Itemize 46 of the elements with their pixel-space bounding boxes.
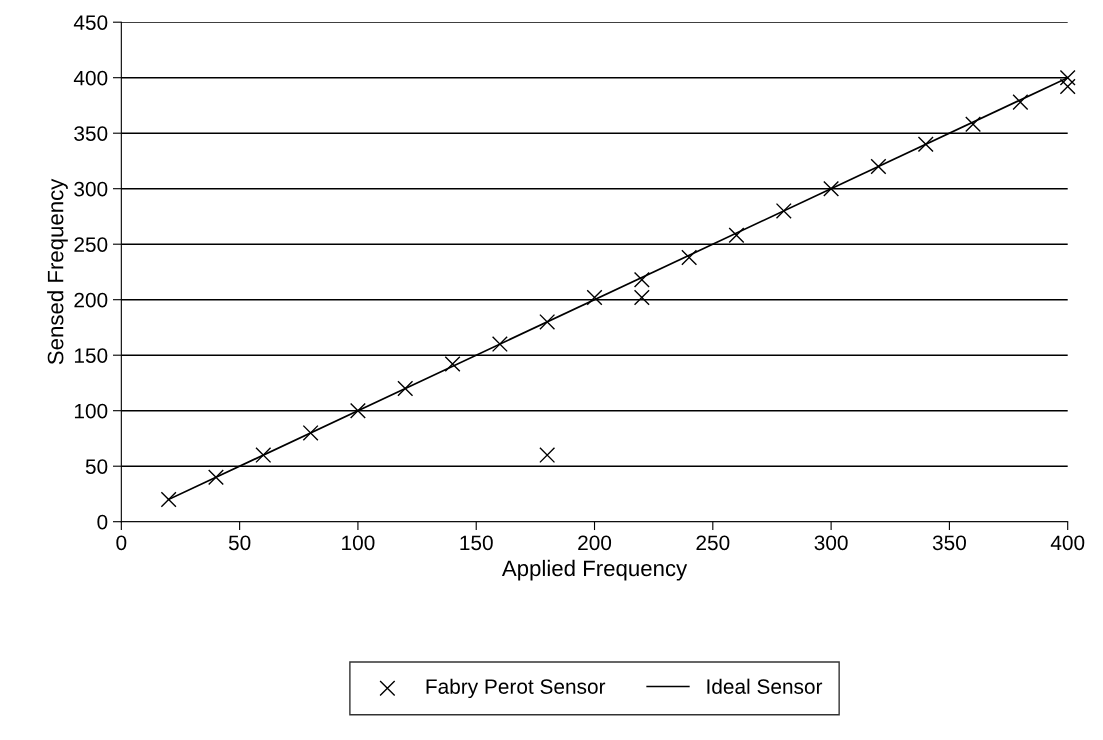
point xyxy=(633,289,650,306)
x-tick-label: 150 xyxy=(460,535,493,551)
y-tick-label: 200 xyxy=(74,292,108,308)
point xyxy=(539,313,556,330)
point xyxy=(444,356,461,373)
x-tick-label: 100 xyxy=(342,535,375,551)
x-tick-label: 350 xyxy=(932,535,966,551)
point xyxy=(1012,94,1029,111)
y-tick-label: 150 xyxy=(74,348,108,363)
x-axis-title: Applied Frequency xyxy=(501,559,688,581)
point xyxy=(728,227,745,244)
x-tick-label: 0 xyxy=(116,535,127,551)
x-tick-label: 300 xyxy=(814,535,848,551)
x-tick-label: 200 xyxy=(578,535,612,551)
point xyxy=(775,202,792,219)
point xyxy=(917,136,934,153)
x-tick-label: 400 xyxy=(1050,535,1085,551)
point xyxy=(681,249,698,266)
x-tick-label: 50 xyxy=(228,535,251,551)
legend-label: Ideal Sensor xyxy=(707,678,823,694)
point xyxy=(207,469,224,486)
point xyxy=(1059,69,1076,86)
point xyxy=(965,116,982,133)
point xyxy=(1059,78,1076,95)
point xyxy=(255,447,272,464)
point xyxy=(586,289,603,306)
point xyxy=(397,380,414,397)
point xyxy=(302,424,319,441)
x-tick-label: 250 xyxy=(696,535,730,551)
point xyxy=(160,491,177,508)
point xyxy=(823,180,840,197)
y-tick-label: 250 xyxy=(74,237,108,252)
point xyxy=(870,158,887,175)
y-axis-title: Sensed Frequency xyxy=(47,178,68,365)
point xyxy=(539,447,556,464)
point xyxy=(349,402,366,419)
y-tick-label: 350 xyxy=(74,126,108,141)
y-tick-label: 100 xyxy=(74,403,108,419)
point xyxy=(491,336,508,353)
point xyxy=(633,271,650,288)
y-tick-label: 400 xyxy=(73,70,108,86)
legend-label: Fabry Perot Sensor xyxy=(426,678,606,699)
y-tick-label: 0 xyxy=(97,514,108,530)
y-tick-label: 450 xyxy=(73,15,108,30)
y-tick-label: 50 xyxy=(85,459,108,474)
y-tick-label: 300 xyxy=(74,181,108,197)
